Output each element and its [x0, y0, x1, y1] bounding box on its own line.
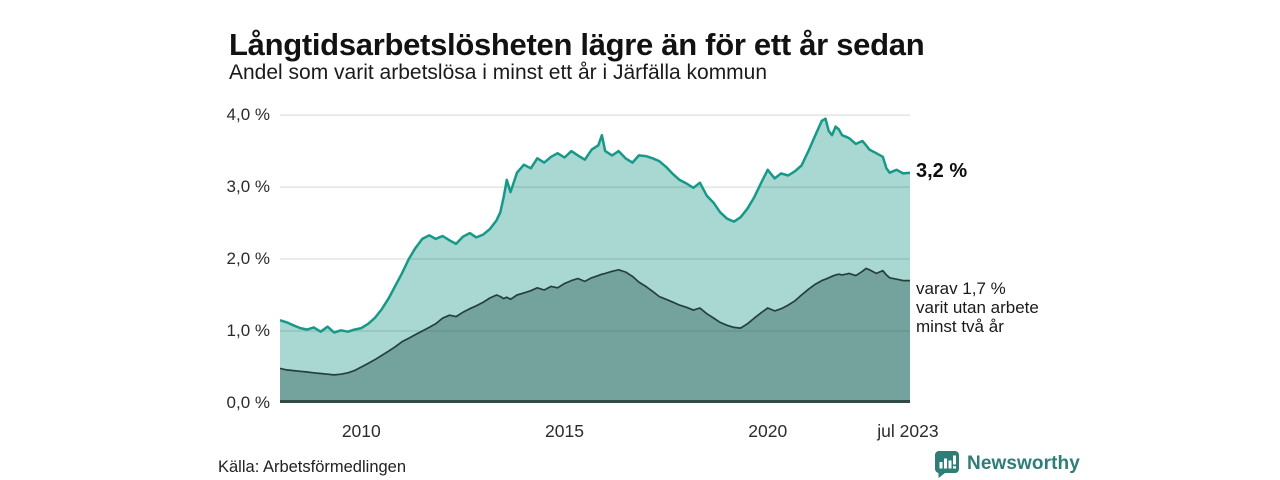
chart-subtitle: Andel som varit arbetslösa i minst ett å…: [229, 61, 768, 84]
total-line: [280, 117, 910, 334]
two-year-area: [280, 268, 910, 403]
annotation-line-1: varav 1,7 %: [916, 279, 1006, 298]
page-title: Långtidsarbetslösheten lägre än för ett …: [229, 26, 925, 62]
y-axis-label-3: 3,0 %: [226, 177, 270, 197]
x-axis-label-2: 2020: [748, 421, 788, 441]
newsworthy-wordmark: Newsworthy: [967, 453, 1080, 474]
x-axis-label-1: 2015: [545, 421, 584, 441]
two-year-line: [280, 267, 910, 376]
y-axis-label-2: 2,0 %: [226, 249, 270, 269]
value-annotation-total: 3,2 %: [916, 160, 968, 182]
annotation-line-2: varit utan arbete: [916, 298, 1039, 317]
x-axis-label-0: 2010: [341, 421, 381, 441]
plot-svg: [280, 114, 910, 403]
source-caption: Källa: Arbetsförmedlingen: [218, 458, 407, 476]
newsworthy-logo: Newsworthy: [934, 450, 1080, 478]
value-annotation-two-years: varav 1,7 % varit utan arbete minst två …: [916, 279, 1039, 336]
annotation-line-3: minst två år: [916, 317, 1004, 336]
y-axis-label-1: 1,0 %: [226, 321, 270, 341]
x-axis-label-3: jul 2023: [877, 421, 939, 441]
y-axis-label-4: 4,0 %: [226, 105, 270, 125]
y-axis-label-0: 0,0 %: [226, 393, 270, 412]
newsworthy-logo-icon: [935, 451, 959, 478]
